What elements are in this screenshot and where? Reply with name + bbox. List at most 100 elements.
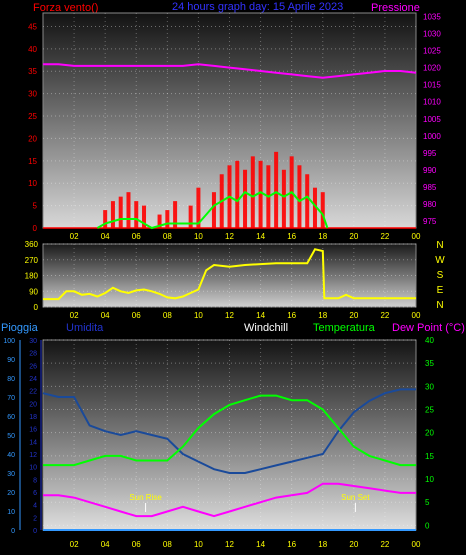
- humidity-tick-label: 24: [29, 376, 37, 383]
- hour-tick-label: 06: [132, 311, 141, 320]
- wind-speed-bar: [103, 210, 108, 228]
- rain-tick-label: 60: [7, 414, 15, 421]
- pressure-tick-label: 1005: [423, 115, 441, 124]
- compass-label: N: [436, 240, 443, 251]
- direction-tick-label: 180: [25, 272, 39, 281]
- hour-tick-label: 16: [287, 311, 296, 320]
- wind-speed-bar: [157, 214, 162, 228]
- temperature-legend: Temperatura: [313, 322, 376, 334]
- humidity-tick-label: 4: [33, 503, 37, 510]
- wind-tick-label: 45: [28, 22, 37, 31]
- panel-humidity-temperature: [42, 339, 417, 531]
- humidity-tick-label: 2: [33, 515, 37, 522]
- pressure-tick-label: 1035: [423, 12, 441, 21]
- humidity-tick-label: 20: [29, 401, 37, 408]
- wind-tick-label: 40: [28, 45, 37, 54]
- rain-tick-label: 50: [7, 433, 15, 440]
- hour-tick-label: 00: [412, 232, 421, 241]
- wind-speed-bar: [250, 156, 255, 228]
- hour-tick-label: 00: [412, 311, 421, 320]
- wind-speed-bar: [134, 201, 139, 228]
- wind-gust-line: [96, 190, 329, 230]
- pressure-tick-label: 985: [423, 183, 437, 192]
- wind-speed-bar: [165, 210, 170, 228]
- hour-tick-label: 08: [163, 540, 172, 549]
- pressure-tick-label: 1015: [423, 81, 441, 90]
- hour-tick-label: 10: [194, 232, 203, 241]
- wind-speed-bar: [142, 205, 147, 228]
- panel2-grid: [43, 243, 416, 308]
- hour-tick-label: 20: [349, 540, 358, 549]
- humidity-tick-label: 8: [33, 477, 37, 484]
- compass-label: N: [436, 300, 443, 311]
- hour-tick-label: 14: [256, 540, 265, 549]
- rain-tick-label: 90: [7, 357, 15, 364]
- wind-speed-bar: [320, 192, 325, 228]
- direction-tick-label: 360: [25, 240, 39, 249]
- wind-direction-line: [43, 248, 416, 301]
- direction-tick-label: 0: [34, 303, 39, 312]
- wind-speed-bar: [258, 160, 263, 228]
- hour-tick-label: 04: [101, 311, 110, 320]
- hour-tick-label: 12: [225, 540, 234, 549]
- temperature-tick-label: 25: [425, 406, 434, 415]
- pressure-tick-label: 1020: [423, 64, 441, 73]
- hour-tick-label: 14: [256, 311, 265, 320]
- humidity-tick-label: 28: [29, 351, 37, 358]
- wind-speed-bar: [297, 165, 302, 228]
- wind-tick-label: 30: [28, 90, 37, 99]
- hour-tick-label: 22: [380, 311, 389, 320]
- temperature-tick-label: 10: [425, 475, 434, 484]
- humidity-tick-label: 0: [33, 528, 37, 535]
- panel1-series: [43, 63, 417, 230]
- rain-tick-label: 0: [11, 528, 15, 535]
- dewpoint-legend: Dew Point (°C): [392, 322, 465, 334]
- panel3-grid: [19, 339, 416, 530]
- hour-tick-label: 10: [194, 311, 203, 320]
- humidity-tick-label: 16: [29, 427, 37, 434]
- temperature-tick-label: 30: [425, 382, 434, 391]
- chart-title: 24 hours graph day: 15 Aprile 2023: [172, 1, 343, 13]
- dewpoint-line: [43, 482, 416, 518]
- temperature-tick-label: 0: [425, 521, 430, 530]
- panel-wind-direction: [42, 243, 417, 308]
- hour-tick-label: 18: [318, 311, 327, 320]
- hour-tick-label: 04: [101, 232, 110, 241]
- hour-tick-label: 16: [287, 540, 296, 549]
- direction-tick-label: 270: [25, 256, 39, 265]
- pressure-tick-label: 980: [423, 200, 437, 209]
- wind-speed-bar: [211, 192, 216, 228]
- hour-tick-label: 20: [349, 311, 358, 320]
- hour-tick-label: 08: [163, 232, 172, 241]
- hour-tick-label: 02: [70, 311, 79, 320]
- panel3-series: [42, 388, 416, 531]
- pressure-tick-label: 1000: [423, 132, 441, 141]
- rain-tick-label: 10: [7, 509, 15, 516]
- rain-tick-label: 40: [7, 452, 15, 459]
- temperature-line: [43, 394, 416, 467]
- hour-tick-label: 02: [70, 232, 79, 241]
- sun-annotation: Sun Set: [341, 493, 370, 502]
- wind-tick-label: 25: [28, 112, 37, 121]
- humidity-tick-label: 12: [29, 452, 37, 459]
- hour-tick-label: 04: [101, 540, 110, 549]
- hour-tick-label: 12: [225, 232, 234, 241]
- hour-tick-label: 06: [132, 232, 141, 241]
- temperature-tick-label: 15: [425, 452, 434, 461]
- pressure-line: [43, 63, 417, 79]
- wind-speed-bar: [243, 169, 248, 228]
- pressure-axis-title: Pressione: [371, 2, 420, 14]
- rain-tick-label: 70: [7, 395, 15, 402]
- rain-tick-label: 20: [7, 490, 15, 497]
- pressure-tick-label: 975: [423, 217, 437, 226]
- wind-speed-bar: [312, 187, 317, 228]
- hour-tick-label: 18: [318, 232, 327, 241]
- humidity-tick-label: 30: [29, 338, 37, 345]
- pressure-tick-label: 990: [423, 166, 437, 175]
- hour-tick-label: 00: [412, 540, 421, 549]
- wind-speed-bar: [126, 192, 131, 228]
- axis-tick-labels: 0510152025303540459759809859909951000100…: [3, 12, 445, 549]
- humidity-tick-label: 26: [29, 363, 37, 370]
- wind-tick-label: 10: [28, 179, 37, 188]
